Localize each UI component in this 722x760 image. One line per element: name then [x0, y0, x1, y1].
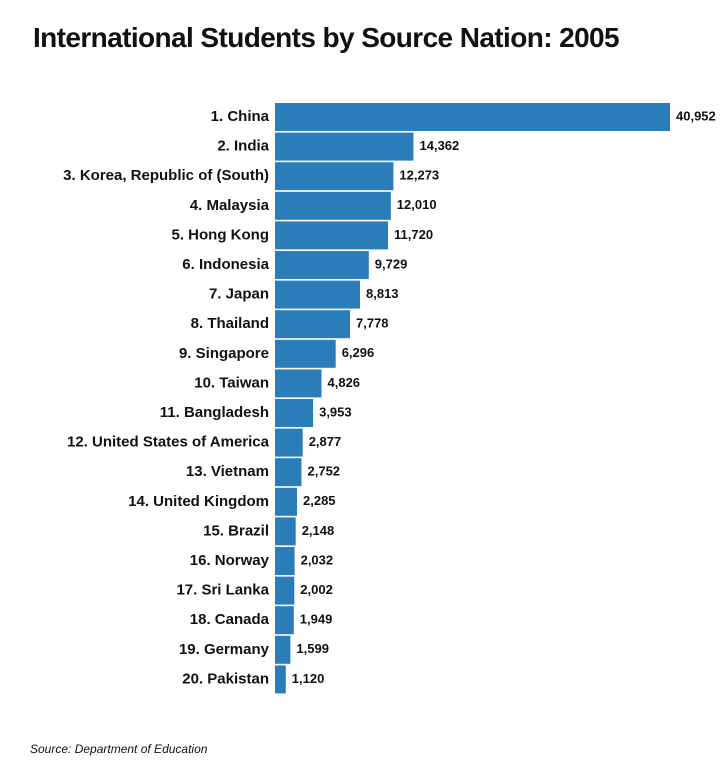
value-label-1: 40,952 — [676, 108, 716, 123]
category-label-4: 4. Malaysia — [190, 197, 270, 214]
category-label-7: 7. Japan — [209, 286, 269, 303]
value-label-13: 2,752 — [308, 464, 341, 479]
category-label-18: 18. Canada — [190, 611, 270, 628]
bar-8 — [275, 310, 350, 339]
bar-11 — [275, 399, 314, 427]
value-label-12: 2,877 — [309, 434, 342, 449]
bar-4 — [275, 191, 391, 220]
bar-12 — [275, 428, 303, 457]
value-label-3: 12,273 — [399, 168, 439, 183]
bar-17 — [275, 576, 295, 605]
category-label-13: 13. Vietnam — [186, 463, 269, 480]
value-label-10: 4,826 — [328, 375, 361, 390]
bar-15 — [275, 517, 296, 546]
category-label-6: 6. Indonesia — [182, 256, 269, 273]
category-label-16: 16. Norway — [190, 552, 270, 569]
category-label-11: 11. Bangladesh — [160, 404, 269, 421]
value-label-7: 8,813 — [366, 286, 399, 301]
value-labels-group: 40,952 14,362 12,273 12,010 11,720 9,729 8,813… — [292, 108, 716, 685]
value-label-8: 7,778 — [356, 316, 389, 331]
value-label-15: 2,148 — [302, 523, 335, 538]
value-label-9: 6,296 — [342, 345, 375, 360]
value-label-5: 11,720 — [394, 227, 433, 242]
bar-6 — [275, 251, 369, 279]
bar-3 — [275, 162, 394, 191]
bar-1 — [275, 103, 670, 131]
category-label-3: 3. Korea, Republic of (South) — [63, 167, 269, 184]
source-note: Source: Department of Education — [30, 742, 208, 756]
category-label-10: 10. Taiwan — [194, 374, 269, 391]
category-label-19: 19. Germany — [179, 641, 270, 658]
value-label-20: 1,120 — [292, 671, 325, 686]
category-label-5: 5. Hong Kong — [172, 226, 270, 243]
bar-19 — [275, 635, 291, 664]
bar-20 — [275, 665, 286, 694]
value-label-2: 14,362 — [420, 138, 460, 153]
category-label-12: 12. United States of America — [67, 434, 270, 451]
bar-10 — [275, 369, 322, 398]
category-label-9: 9. Singapore — [179, 345, 269, 362]
bar-5 — [275, 221, 388, 250]
value-label-14: 2,285 — [303, 493, 336, 508]
bar-2 — [275, 132, 414, 161]
bar-7 — [275, 280, 360, 309]
value-label-11: 3,953 — [319, 404, 352, 419]
value-label-4: 12,010 — [397, 197, 437, 212]
value-label-18: 1,949 — [300, 612, 333, 627]
value-label-6: 9,729 — [375, 256, 408, 271]
category-label-20: 20. Pakistan — [182, 670, 269, 687]
category-label-14: 14. United Kingdom — [128, 493, 269, 510]
category-label-8: 8. Thailand — [191, 315, 269, 332]
bar-chart: 1. China 2. India 3. Korea, Republic of (S… — [63, 103, 716, 694]
bars-group — [275, 103, 670, 694]
category-label-17: 17. Sri Lanka — [176, 582, 269, 599]
category-labels-group: 1. China 2. India 3. Korea, Republic of (S… — [63, 108, 270, 687]
bar-13 — [275, 458, 302, 487]
chart-title: International Students by Source Nation:… — [33, 22, 620, 53]
bar-9 — [275, 339, 336, 368]
value-label-16: 2,032 — [301, 552, 334, 567]
category-label-1: 1. China — [211, 108, 270, 125]
value-label-17: 2,002 — [300, 582, 333, 597]
category-label-2: 2. India — [217, 138, 269, 155]
bar-18 — [275, 606, 294, 635]
bar-14 — [275, 487, 297, 516]
category-label-15: 15. Brazil — [203, 522, 269, 539]
bar-16 — [275, 547, 295, 575]
value-label-19: 1,599 — [296, 641, 329, 656]
